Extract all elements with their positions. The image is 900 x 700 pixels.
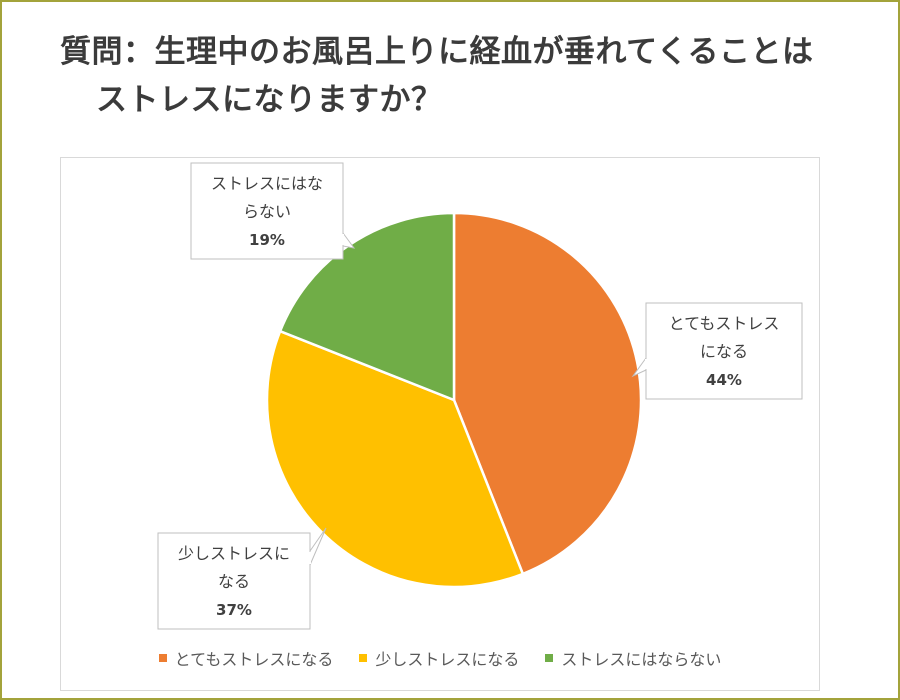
legend: とてもストレスになる 少しストレスになる ストレスにはならない — [61, 646, 819, 670]
data-label-percent: 44% — [706, 371, 742, 389]
chart-area: とてもストレス になる 44% 少しストレスに なる 37% ストレスにはな らない 19% と… — [60, 157, 820, 691]
data-label-category: ストレスにはな — [211, 174, 323, 193]
legend-item-not-stressful: ストレスにはならない — [545, 646, 721, 670]
data-label-slightly-stressful: 少しストレスになる 37% — [157, 527, 327, 630]
data-label-box — [157, 532, 311, 630]
data-label-category: 少しストレスに — [178, 544, 290, 563]
pie-chart: とてもストレスになる 44% 少しストレスになる 37% ストレスにはならない 19% — [157, 162, 803, 630]
data-label-box — [645, 302, 803, 400]
data-label-pointer — [309, 527, 327, 566]
data-label-category: になる — [700, 342, 748, 361]
legend-item-very-stressful: とてもストレスになる — [158, 646, 334, 670]
data-label-not-stressful: ストレスにはならない 19% — [190, 162, 356, 260]
pie-slice-slightly-stressful — [265, 329, 525, 589]
legend-swatch-orange — [158, 654, 167, 662]
legend-swatch-green — [545, 654, 554, 662]
legend-item-slightly-stressful: 少しストレスになる — [359, 646, 519, 670]
legend-swatch-yellow — [359, 654, 368, 662]
data-label-percent: 37% — [216, 601, 252, 619]
data-label-category: なる — [218, 572, 250, 591]
data-label-percent: 19% — [249, 231, 285, 249]
chart-title: 質問：生理中のお風呂上りに経血が垂れてくることは ストレスになりますか？ — [60, 28, 860, 124]
legend-label: ストレスにはならない — [561, 650, 722, 669]
data-label-category: らない — [243, 202, 291, 221]
data-label-category: とてもストレス — [669, 314, 780, 333]
pie-slice-very-stressful — [452, 211, 643, 576]
title-line-2: ストレスになりますか？ — [96, 82, 443, 118]
legend-label: 少しストレスになる — [375, 650, 520, 669]
title-line-1: 質問：生理中のお風呂上りに経血が垂れてくることは — [60, 34, 814, 70]
legend-label: とてもストレスになる — [174, 650, 334, 669]
data-label-very-stressful: とてもストレスになる 44% — [631, 302, 803, 400]
data-label-pointer — [342, 231, 356, 249]
data-label-box — [190, 162, 344, 260]
